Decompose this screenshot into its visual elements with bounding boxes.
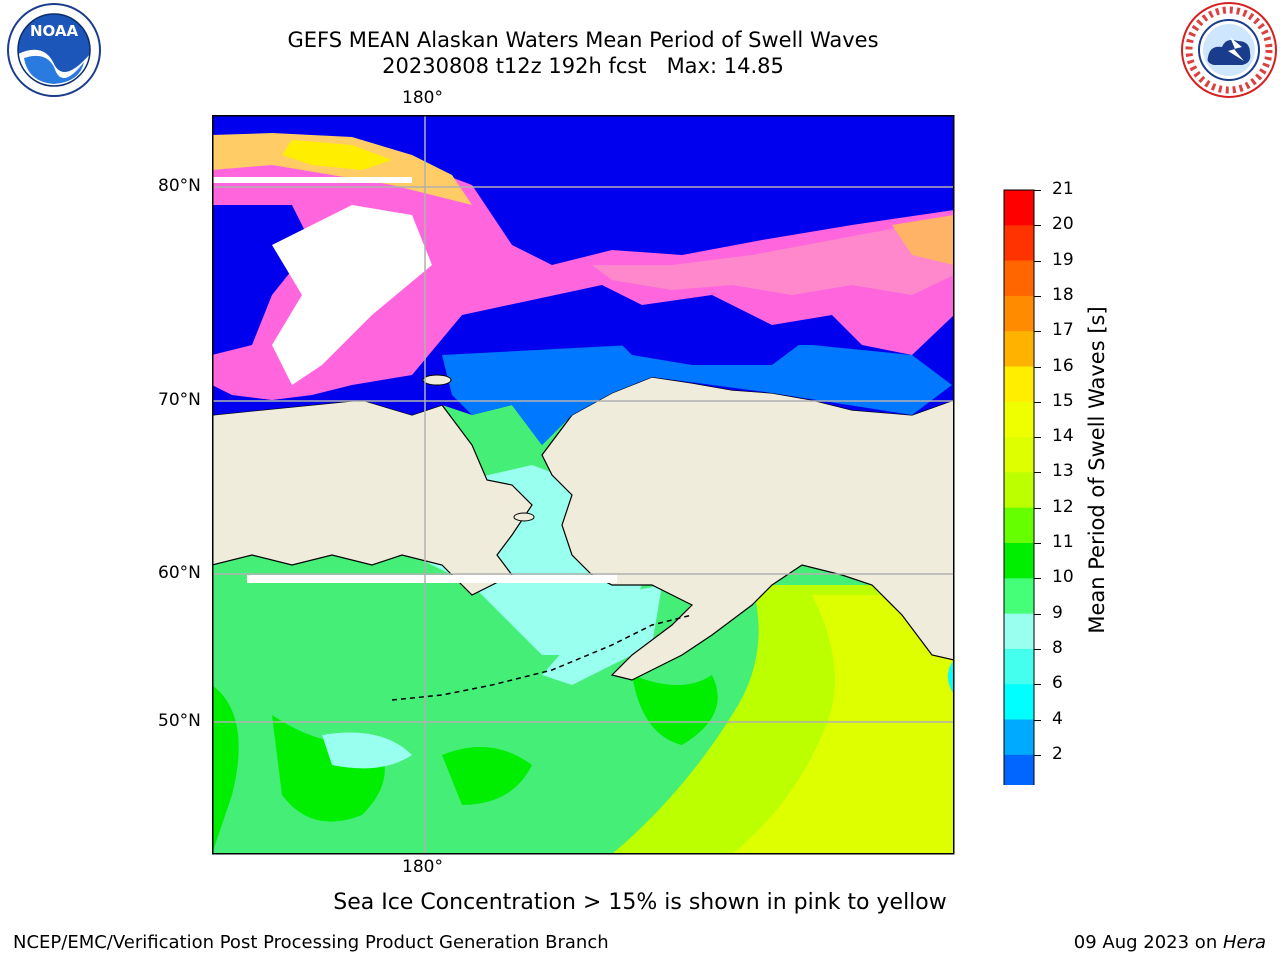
colorbar-label: Mean Period of Swell Waves [s]	[1085, 306, 1109, 634]
footer-host: Hera	[1222, 932, 1266, 953]
data-gap-strip	[247, 575, 617, 583]
chart-subtitle: 20230808 t12z 192h fcst Max: 14.85	[382, 54, 784, 78]
colorbar-bin	[1004, 331, 1034, 367]
lon-label-top: 180°	[402, 88, 443, 108]
colorbar-tick-mark	[1034, 366, 1041, 368]
colorbar-tick-mark	[1034, 401, 1041, 403]
colorbar-bin	[1004, 543, 1034, 579]
colorbar-tick-mark	[1034, 225, 1041, 227]
colorbar-tick-label: 6	[1052, 673, 1063, 694]
sea-ice-caption: Sea Ice Concentration > 15% is shown in …	[333, 890, 947, 915]
colorbar-tick-mark	[1034, 684, 1041, 686]
colorbar-bin	[1004, 190, 1034, 226]
colorbar	[1003, 189, 1035, 785]
colorbar-bin	[1004, 613, 1034, 650]
colorbar-tick-label: 2	[1052, 743, 1063, 764]
colorbar-bin	[1004, 754, 1034, 785]
lat-label-50: 50°N	[158, 711, 201, 731]
colorbar-tick-label: 9	[1052, 602, 1063, 623]
colorbar-bin	[1004, 578, 1034, 615]
colorbar-tick-mark	[1034, 719, 1041, 721]
noaa-logo: NOAA	[7, 3, 101, 97]
colorbar-bin	[1004, 648, 1034, 685]
footer-date: 09 Aug 2023 on Hera	[1074, 932, 1266, 953]
land-mass	[212, 399, 533, 596]
colorbar-tick-mark	[1034, 754, 1041, 756]
colorbar-tick-mark	[1034, 648, 1041, 650]
colorbar-tick-label: 11	[1052, 532, 1074, 552]
colorbar-tick-mark	[1034, 613, 1041, 615]
chukchi-shallow	[442, 345, 952, 445]
colorbar-tick-label: 12	[1052, 496, 1074, 517]
colorbar-tick-label: 14	[1052, 426, 1074, 447]
colorbar-tick-label: 8	[1052, 637, 1063, 658]
colorbar-bin	[1004, 684, 1034, 720]
graticule	[212, 115, 954, 854]
chart-title: GEFS MEAN Alaskan Waters Mean Period of …	[287, 28, 879, 52]
colorbar-tick-mark	[1034, 331, 1041, 333]
footer-credit: NCEP/EMC/Verification Post Processing Pr…	[13, 932, 609, 953]
colorbar-tick-label: 20	[1052, 214, 1074, 235]
nws-logo	[1181, 2, 1277, 98]
colorbar-bin	[1004, 472, 1034, 509]
sea-ice-band	[212, 135, 954, 400]
colorbar-tick-label: 21	[1052, 179, 1074, 199]
colorbar-bin	[1004, 295, 1034, 332]
colorbar-tick-mark	[1034, 543, 1041, 544]
colorbar-tick-label: 10	[1052, 567, 1074, 588]
colorbar-tick-mark	[1034, 578, 1041, 580]
colorbar-tick-label: 13	[1052, 461, 1074, 482]
colorbar-tick-label: 4	[1052, 708, 1063, 729]
colorbar-bin	[1004, 225, 1034, 262]
no-data-region	[272, 205, 432, 385]
colorbar-frame	[1003, 189, 1035, 785]
colorbar-bin	[1004, 507, 1034, 544]
lat-label-70: 70°N	[158, 390, 201, 410]
colorbar-tick-mark	[1034, 295, 1041, 297]
colorbar-tick-mark	[1034, 507, 1041, 509]
colorbar-bin	[1004, 366, 1034, 403]
colorbar-tick-label: 16	[1052, 355, 1074, 376]
colorbar-tick-label: 15	[1052, 390, 1074, 411]
colorbar-bin	[1004, 260, 1034, 297]
colorbar-bin	[1004, 401, 1034, 438]
aleutian-islands	[391, 614, 693, 701]
colorbar-tick-mark	[1034, 472, 1041, 474]
lat-label-80: 80°N	[158, 176, 201, 196]
colorbar-tick-mark	[1034, 190, 1041, 191]
colorbar-bin	[1004, 437, 1034, 473]
svg-text:NOAA: NOAA	[30, 22, 79, 40]
colorbar-tick-mark	[1034, 260, 1041, 262]
colorbar-bin	[1004, 719, 1034, 756]
colorbar-tick-label: 19	[1052, 249, 1074, 270]
footer-date-text: 09 Aug 2023 on	[1073, 932, 1223, 953]
map-panel	[212, 115, 955, 855]
lat-label-60: 60°N	[158, 563, 201, 583]
colorbar-tick-label: 17	[1052, 320, 1074, 341]
colorbar-tick-label: 18	[1052, 284, 1074, 305]
colorbar-tick-mark	[1034, 437, 1041, 439]
lon-label-bottom: 180°	[402, 857, 443, 877]
